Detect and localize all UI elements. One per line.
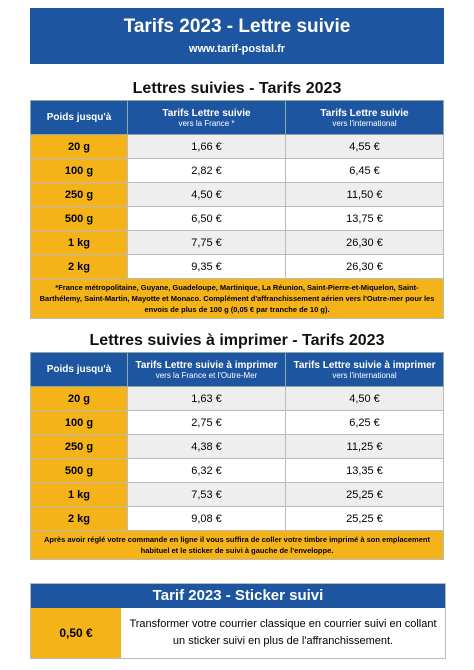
price-cell: 25,25 € <box>285 482 444 507</box>
price-row: 250 g 4,50 €11,50 € <box>30 182 444 207</box>
price-cell: 6,32 € <box>127 458 286 483</box>
column-header: Tarifs Lettre suivie vers la France * <box>127 100 286 135</box>
note: *France métropolitaine, Guyane, Guadelou… <box>30 279 444 319</box>
price-row: 20 g 1,66 €4,55 € <box>30 134 444 159</box>
price-cell: 4,55 € <box>285 134 444 159</box>
price-cell: 6,50 € <box>127 206 286 231</box>
weight-cell: 20 g <box>30 386 128 411</box>
price-row: 1 kg 7,53 €25,25 € <box>30 482 444 507</box>
column-subtitle: vers l'international <box>332 370 397 380</box>
weight-cell: 100 g <box>30 410 128 435</box>
price-cell: 25,25 € <box>285 506 444 531</box>
header-row: Poids jusqu'à Tarifs Lettre suivie vers la… <box>30 100 444 135</box>
column-header: Poids jusqu'à <box>30 352 128 387</box>
url[interactable]: www.tarif-postal.fr <box>188 43 286 55</box>
column-title: Tarifs Lettre suivie à imprimer <box>293 359 436 371</box>
weight-cell: 500 g <box>30 458 128 483</box>
price-row: 2 kg 9,35 €26,30 € <box>30 254 444 279</box>
column-subtitle: vers l'international <box>332 118 397 128</box>
weight-cell: 100 g <box>30 158 128 183</box>
price-row: 500 g 6,50 €13,75 € <box>30 206 444 231</box>
sticker-price: 0,50 € <box>31 608 121 658</box>
price-cell: 1,66 € <box>127 134 286 159</box>
sticker-row: 0,50 € Transformer votre courrier classi… <box>31 608 445 658</box>
price-cell: 11,50 € <box>285 182 444 207</box>
price-cell: 9,08 € <box>127 506 286 531</box>
price-cell: 6,25 € <box>285 410 444 435</box>
price-cell: 2,82 € <box>127 158 286 183</box>
header: Tarifs 2023 - Lettre suivie www.tarif-po… <box>30 8 444 64</box>
price-cell: 6,45 € <box>285 158 444 183</box>
price-row: 250 g 4,38 €11,25 € <box>30 434 444 459</box>
price-cell: 13,35 € <box>285 458 444 483</box>
price-cell: 4,50 € <box>127 182 286 207</box>
price-cell: 26,30 € <box>285 230 444 255</box>
section-title: Lettres suivies - Tarifs 2023 <box>132 80 342 97</box>
price-cell: 4,50 € <box>285 386 444 411</box>
price-cell: 7,75 € <box>127 230 286 255</box>
price-cell: 11,25 € <box>285 434 444 459</box>
price-row: 100 g 2,82 €6,45 € <box>30 158 444 183</box>
section: Lettres suivies - Tarifs 2023 Poids jusqu… <box>30 78 444 319</box>
price-cell: 1,63 € <box>127 386 286 411</box>
price-cell: 13,75 € <box>285 206 444 231</box>
price-table: Poids jusqu'à Tarifs Lettre suivie à impr… <box>30 352 444 531</box>
price-row: 1 kg 7,75 €26,30 € <box>30 230 444 255</box>
column-subtitle: vers la France et l'Outre-Mer <box>155 370 258 380</box>
sticker: Tarif 2023 - Sticker suivi 0,50 € Transf… <box>30 583 446 659</box>
title: Tarifs 2023 - Lettre suivie <box>123 16 351 37</box>
price-cell: 26,30 € <box>285 254 444 279</box>
column-title: Tarifs Lettre suivie à imprimer <box>135 359 278 371</box>
section-title: Lettres suivies à imprimer - Tarifs 2023 <box>89 332 385 349</box>
column-header: Tarifs Lettre suivie à imprimer vers l'in… <box>285 352 444 387</box>
sticker-title: Tarif 2023 - Sticker suivi <box>31 584 445 608</box>
price-row: 100 g 2,75 €6,25 € <box>30 410 444 435</box>
weight-cell: 250 g <box>30 434 128 459</box>
weight-cell: 1 kg <box>30 230 128 255</box>
section: Lettres suivies à imprimer - Tarifs 2023… <box>30 330 444 560</box>
price-cell: 2,75 € <box>127 410 286 435</box>
column-title: Tarifs Lettre suivie <box>162 107 251 119</box>
price-table: Poids jusqu'à Tarifs Lettre suivie vers la… <box>30 100 444 279</box>
price-cell: 4,38 € <box>127 434 286 459</box>
sticker-text: Transformer votre courrier classique en … <box>129 618 437 647</box>
weight-cell: 20 g <box>30 134 128 159</box>
weight-cell: 2 kg <box>30 254 128 279</box>
weight-cell: 250 g <box>30 182 128 207</box>
price-row: 2 kg 9,08 €25,25 € <box>30 506 444 531</box>
weight-cell: 2 kg <box>30 506 128 531</box>
price-cell: 9,35 € <box>127 254 286 279</box>
weight-cell: 500 g <box>30 206 128 231</box>
column-subtitle: vers la France * <box>178 118 235 128</box>
price-cell: 7,53 € <box>127 482 286 507</box>
weight-cell: 1 kg <box>30 482 128 507</box>
column-header: Poids jusqu'à <box>30 100 128 135</box>
column-header: Tarifs Lettre suivie vers l'international <box>285 100 444 135</box>
price-row: 500 g 6,32 €13,35 € <box>30 458 444 483</box>
note: Après avoir réglé votre commande en lign… <box>30 531 444 560</box>
price-row: 20 g 1,63 €4,50 € <box>30 386 444 411</box>
column-title: Tarifs Lettre suivie <box>320 107 409 119</box>
column-header: Tarifs Lettre suivie à imprimer vers la F… <box>127 352 286 387</box>
header-row: Poids jusqu'à Tarifs Lettre suivie à impr… <box>30 352 444 387</box>
